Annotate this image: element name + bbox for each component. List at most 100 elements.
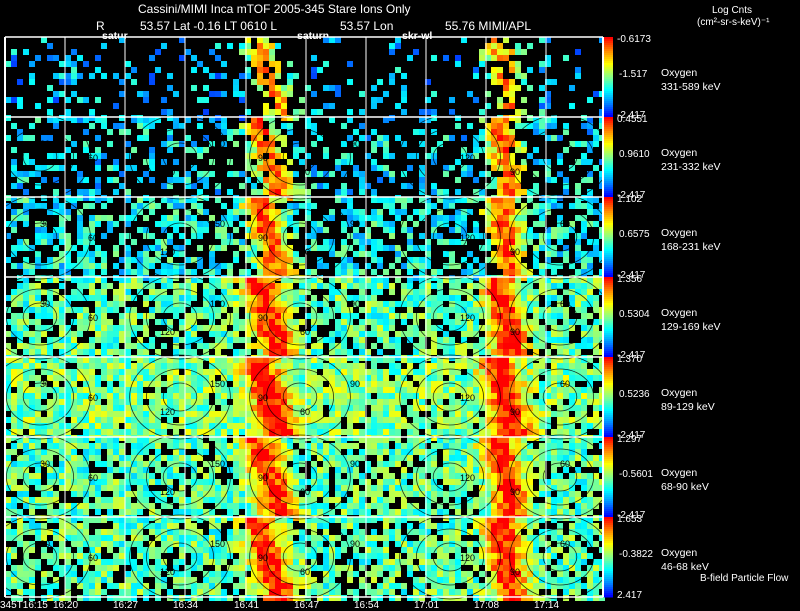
heatmap-cell [413,319,419,325]
heatmap-cell [473,97,479,103]
heatmap-cell [551,277,557,283]
heatmap-cell [41,233,47,239]
heatmap-cell [557,283,563,289]
heatmap-cell [185,197,191,203]
heatmap-cell [509,313,515,319]
heatmap-cell [113,399,119,405]
heatmap-cell [329,349,335,355]
heatmap-cell [281,177,287,183]
heatmap-cell [311,423,317,429]
heatmap-cell [425,461,431,467]
heatmap-cell [389,227,395,233]
heatmap-cell [203,269,209,275]
heatmap-cell [395,491,401,497]
heatmap-cell [35,399,41,405]
heatmap-cell [287,257,293,263]
heatmap-cell [299,189,305,195]
heatmap-cell [449,473,455,479]
heatmap-cell [173,283,179,289]
heatmap-cell [359,245,365,251]
heatmap-cell [281,183,287,189]
heatmap-cell [323,239,329,245]
heatmap-cell [389,473,395,479]
heatmap-cell [269,123,275,129]
heatmap-cell [215,349,221,355]
heatmap-cell [77,283,83,289]
heatmap-cell [341,227,347,233]
heatmap-cell [17,387,23,393]
heatmap-cell [77,73,83,79]
heatmap-cell [227,375,233,381]
heatmap-cell [449,109,455,115]
heatmap-cell [101,423,107,429]
heatmap-cell [323,227,329,233]
heatmap-cell [347,423,353,429]
heatmap-cell [257,277,263,283]
heatmap-cell [515,381,521,387]
heatmap-cell [335,277,341,283]
heatmap-cell [335,393,341,399]
heatmap-cell [293,195,299,201]
heatmap-cell [215,369,221,375]
heatmap-cell [155,449,161,455]
heatmap-cell [473,443,479,449]
heatmap-cell [323,183,329,189]
heatmap-cell [509,343,515,349]
heatmap-cell [509,159,515,165]
heatmap-cell [317,399,323,405]
heatmap-cell [371,289,377,295]
heatmap-cell [509,319,515,325]
heatmap-cell [557,349,563,355]
heatmap-cell [551,233,557,239]
heatmap-cell [149,363,155,369]
heatmap-cell [425,203,431,209]
heatmap-cell [35,479,41,485]
heatmap-cell [215,43,221,49]
heatmap-cell [239,387,245,393]
heatmap-cell [593,417,599,423]
heatmap-cell [347,61,353,67]
heatmap-cell [557,221,563,227]
heatmap-cell [257,343,263,349]
heatmap-cell [323,301,329,307]
heatmap-cell [59,227,65,233]
heatmap-cell [89,289,95,295]
heatmap-cell [203,473,209,479]
heatmap-cell [29,197,35,203]
heatmap-cell [41,369,47,375]
heatmap-cell [221,417,227,423]
heatmap-cell [161,381,167,387]
heatmap-cell [191,283,197,289]
heatmap-cell [35,171,41,177]
heatmap-cell [551,387,557,393]
heatmap-cell [137,393,143,399]
heatmap-cell [263,381,269,387]
heatmap-cell [587,313,593,319]
heatmap-cell [305,405,311,411]
heatmap-cell [551,467,557,473]
heatmap-cell [119,269,125,275]
heatmap-cell [299,387,305,393]
heatmap-cell [95,423,101,429]
heatmap-cell [521,189,527,195]
heatmap-cell [65,411,71,417]
heatmap-cell [545,277,551,283]
heatmap-cell [35,331,41,337]
heatmap-cell [293,429,299,435]
heatmap-cell [95,197,101,203]
heatmap-cell [269,221,275,227]
heatmap-cell [485,245,491,251]
heatmap-cell [263,183,269,189]
heatmap-cell [245,245,251,251]
heatmap-cell [95,245,101,251]
heatmap-cell [77,343,83,349]
heatmap-cell [281,467,287,473]
heatmap-cell [485,479,491,485]
heatmap-cell [173,393,179,399]
heatmap-cell [287,313,293,319]
heatmap-cell [269,79,275,85]
heatmap-cell [65,97,71,103]
heatmap-cell [233,307,239,313]
heatmap-cell [527,369,533,375]
heatmap-cell [227,171,233,177]
